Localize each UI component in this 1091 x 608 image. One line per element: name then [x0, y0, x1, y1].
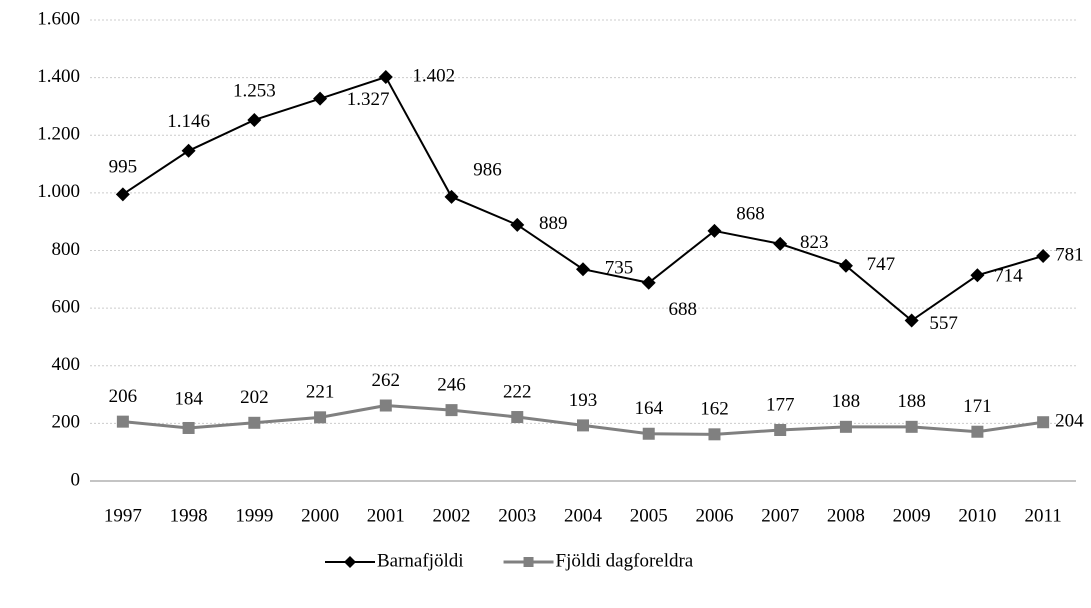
y-tick-label: 600: [52, 296, 81, 317]
data-label: 557: [929, 313, 958, 334]
y-tick-label: 1.000: [37, 181, 80, 202]
data-label: 868: [736, 203, 765, 224]
x-tick-label: 1997: [104, 505, 142, 526]
y-tick-label: 0: [71, 469, 81, 490]
x-tick-label: 2010: [958, 505, 996, 526]
data-label: 735: [605, 258, 634, 279]
y-tick-label: 1.400: [37, 66, 80, 87]
data-label: 1.327: [347, 89, 390, 110]
data-label: 995: [109, 157, 138, 178]
data-label: 206: [109, 386, 138, 407]
y-tick-label: 800: [52, 239, 81, 260]
data-point: [642, 427, 655, 440]
data-point: [970, 268, 985, 283]
data-label: 1.253: [233, 80, 276, 101]
y-tick-label: 1.200: [37, 124, 80, 145]
data-point: [576, 262, 590, 277]
data-label: 688: [668, 299, 697, 320]
y-tick-label: 400: [52, 354, 81, 375]
data-point: [511, 411, 524, 424]
legend-marker: [344, 556, 356, 568]
data-point: [1036, 248, 1051, 263]
x-tick-label: 2007: [761, 505, 799, 526]
x-tick-label: 2002: [433, 505, 471, 526]
x-tick-label: 2009: [893, 505, 931, 526]
legend-marker: [523, 557, 534, 567]
x-tick-label: 2005: [630, 505, 668, 526]
data-label: 747: [867, 254, 896, 275]
data-point: [577, 419, 589, 432]
x-tick-label: 2006: [695, 505, 733, 526]
data-point: [904, 313, 919, 328]
data-point: [1037, 416, 1050, 429]
data-point: [116, 415, 129, 428]
data-label: 714: [994, 266, 1023, 287]
data-point: [773, 236, 788, 251]
data-point: [774, 424, 787, 437]
data-point: [378, 70, 393, 85]
data-label: 986: [473, 159, 502, 180]
data-label: 262: [372, 370, 401, 391]
data-label: 246: [437, 374, 466, 395]
data-point: [182, 421, 195, 434]
data-point: [314, 411, 327, 424]
data-point: [445, 404, 458, 417]
data-label: 177: [766, 394, 795, 415]
data-label: 164: [634, 398, 663, 419]
data-label: 184: [174, 388, 203, 409]
data-point: [971, 425, 984, 438]
x-tick-label: 2008: [827, 505, 865, 526]
data-point: [708, 428, 721, 441]
legend-label: Fjöldi dagforeldra: [556, 550, 694, 571]
data-point: [641, 275, 656, 290]
x-tick-label: 2003: [498, 505, 536, 526]
series-line: [122, 75, 1044, 322]
y-tick-label: 200: [52, 412, 81, 433]
data-point: [838, 258, 853, 273]
x-tick-label: 2004: [564, 505, 603, 526]
legend-label: Barnafjöldi: [377, 550, 464, 571]
data-label: 188: [832, 391, 861, 412]
x-tick-label: 2011: [1024, 505, 1061, 526]
x-tick-label: 2000: [301, 505, 339, 526]
y-tick-label: 1.600: [37, 8, 80, 29]
x-tick-label: 1998: [170, 505, 208, 526]
data-label: 193: [569, 390, 598, 411]
data-point: [510, 217, 525, 232]
data-label: 823: [800, 232, 829, 253]
data-point: [313, 91, 328, 106]
x-tick-label: 2001: [367, 505, 405, 526]
data-label: 221: [306, 382, 335, 403]
data-label: 188: [897, 391, 926, 412]
data-label: 171: [963, 396, 992, 417]
data-point: [115, 187, 130, 202]
data-label: 222: [503, 381, 532, 402]
data-label: 202: [240, 387, 269, 408]
data-point: [905, 420, 918, 433]
data-label: 889: [539, 213, 568, 234]
data-point: [248, 416, 261, 429]
data-label: 162: [700, 399, 729, 420]
data-label: 1.402: [412, 65, 455, 86]
data-point: [181, 143, 196, 158]
data-point: [839, 420, 852, 433]
data-label: 204: [1055, 411, 1084, 432]
data-point: [379, 399, 392, 412]
data-label: 1.146: [167, 111, 210, 132]
data-point: [247, 112, 262, 127]
data-point: [707, 223, 722, 238]
data-point: [444, 189, 459, 204]
data-label: 781: [1055, 244, 1084, 265]
x-tick-label: 1999: [235, 505, 273, 526]
